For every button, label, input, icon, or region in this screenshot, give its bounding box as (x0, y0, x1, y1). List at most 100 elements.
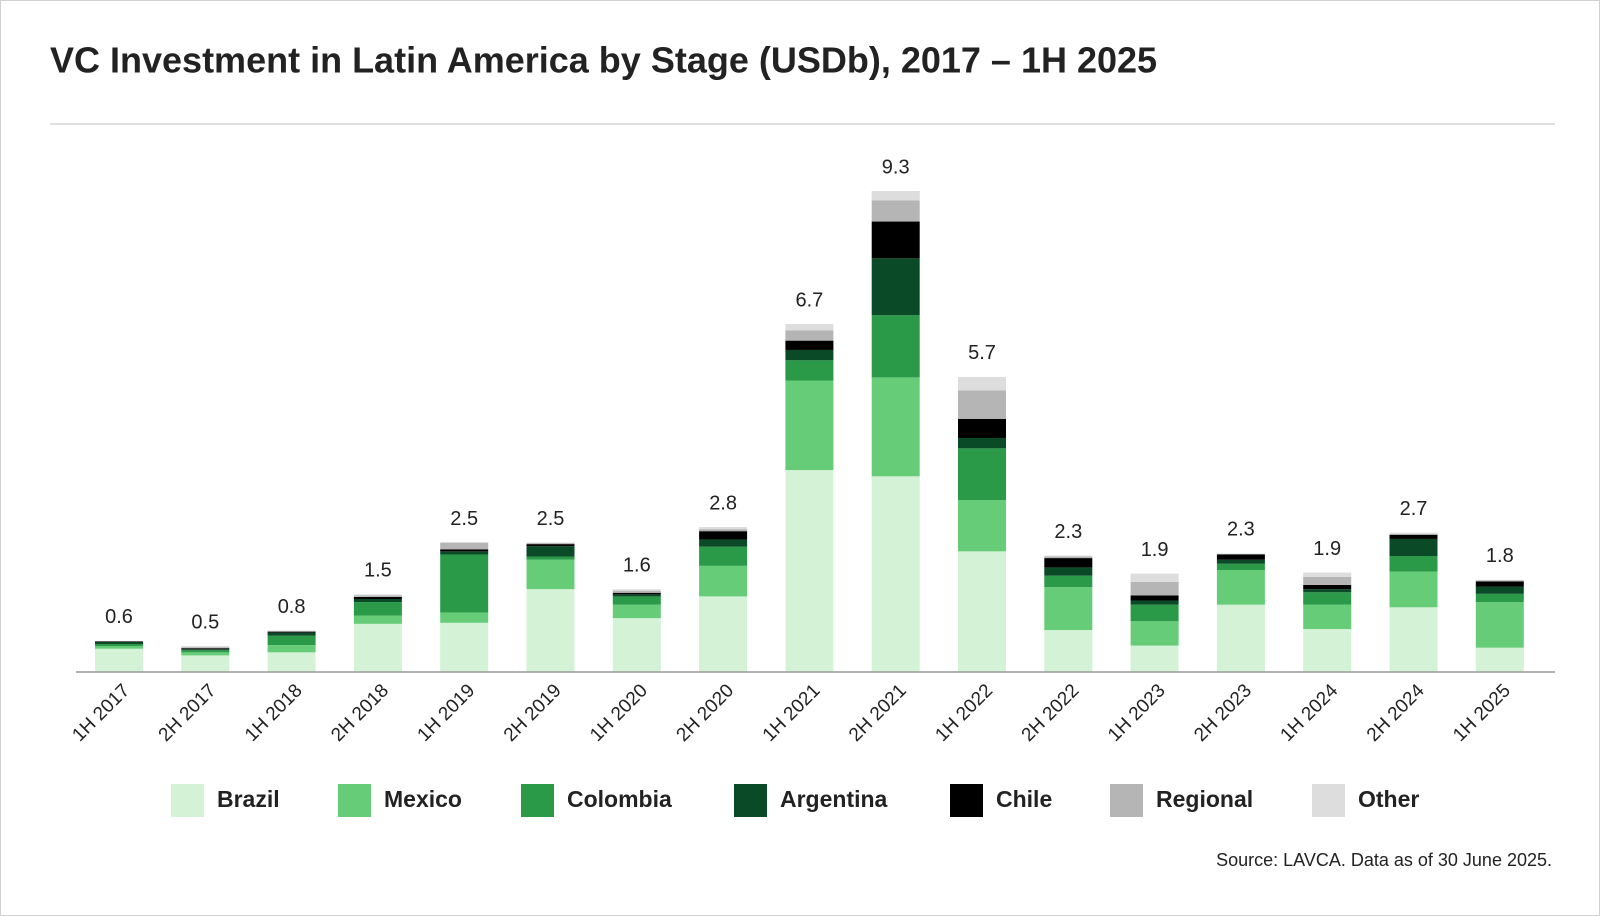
bar-segment (267, 630, 316, 632)
bar-segment (1475, 580, 1524, 582)
bar-segment (526, 589, 575, 672)
legend-swatch (171, 784, 204, 817)
bar-segment (1389, 607, 1438, 672)
bar-segment (1475, 586, 1524, 594)
bar-segment (958, 500, 1006, 552)
bar-segment (95, 646, 143, 649)
legend-label: Colombia (567, 786, 672, 812)
bar-segment (353, 596, 402, 599)
legend-swatch (521, 784, 554, 817)
bar-segment (1303, 604, 1352, 630)
bar-segment (1303, 576, 1352, 586)
bar-segment (1130, 621, 1179, 646)
bar-segment (440, 612, 489, 623)
bar-segment (1389, 534, 1438, 539)
bar-segment (1044, 556, 1093, 559)
bar-segment (526, 556, 575, 560)
bar-segment (958, 376, 1006, 391)
legend-label: Regional (1156, 786, 1253, 812)
bar-segment (699, 527, 748, 530)
bar-segment (181, 648, 230, 650)
bar-segment (1044, 587, 1093, 631)
bar-segment (958, 437, 1006, 449)
bar-segment (1389, 533, 1438, 535)
bar-segment (699, 529, 748, 532)
bar-segment (1130, 573, 1179, 582)
total-label: 2.8 (709, 492, 737, 514)
total-label: 0.6 (105, 606, 133, 628)
bar-segment (1475, 593, 1524, 603)
bar-segment (526, 544, 575, 547)
total-label: 2.5 (537, 508, 565, 530)
bar-segment (181, 655, 230, 672)
bar-segment (1130, 581, 1179, 596)
bar-segment (1130, 604, 1179, 622)
bar-segment (958, 551, 1006, 672)
total-label: 5.7 (968, 342, 996, 364)
bar-segment (958, 418, 1006, 438)
total-label: 0.5 (191, 611, 219, 633)
bar-segment (785, 349, 834, 361)
bar-segment (1044, 567, 1093, 576)
bar-segment (526, 546, 575, 557)
bar-segment (267, 635, 316, 646)
bar-segment (785, 340, 834, 350)
bar-segment (1389, 532, 1438, 534)
bar-segment (1216, 554, 1265, 560)
chart-title: VC Investment in Latin America by Stage … (50, 40, 1157, 81)
bar-segment (353, 598, 402, 603)
bar-segment (267, 631, 316, 632)
legend-label: Chile (996, 786, 1052, 812)
bar-segment (1475, 581, 1524, 587)
total-label: 2.3 (1227, 519, 1255, 541)
bar-segment (181, 647, 230, 649)
bar-segment (1303, 585, 1352, 590)
bar-segment (612, 596, 661, 605)
legend-label: Brazil (217, 786, 280, 812)
bar-segment (440, 551, 489, 555)
bar-segment (1303, 629, 1352, 672)
bar-segment (612, 594, 661, 597)
bar-segment (871, 221, 920, 259)
bar-segment (612, 604, 661, 619)
bar-segment (1044, 575, 1093, 588)
bar-segment (958, 448, 1006, 501)
total-label: 2.3 (1054, 521, 1082, 543)
bar-segment (526, 559, 575, 590)
bar-segment (1475, 647, 1524, 672)
bar-segment (1389, 538, 1438, 557)
bar-segment (958, 390, 1006, 419)
bar-segment (785, 330, 834, 341)
total-label: 6.7 (795, 289, 823, 311)
bar-segment (612, 618, 661, 672)
bar-segment (1303, 592, 1352, 605)
bar-segment (526, 542, 575, 544)
bar-segment (353, 594, 402, 596)
bar-segment (699, 596, 748, 672)
bar-segment (353, 602, 402, 616)
bar-segment (353, 623, 402, 672)
bar-segment (267, 631, 316, 633)
legend-swatch (734, 784, 767, 817)
bar-segment (785, 324, 834, 331)
total-label: 1.6 (623, 554, 651, 576)
total-label: 9.3 (882, 156, 910, 178)
bar-segment (785, 380, 834, 471)
legend-swatch (1312, 784, 1345, 817)
bar-segment (1044, 630, 1093, 672)
bar-segment (440, 549, 489, 552)
bar-segment (1216, 553, 1265, 555)
bar-segment (95, 641, 143, 642)
bar-segment (1475, 579, 1524, 581)
bar-segment (181, 650, 230, 653)
bar-segment (612, 589, 661, 591)
bar-segment (1130, 595, 1179, 601)
total-label: 1.9 (1313, 538, 1341, 560)
bar-segment (1130, 600, 1179, 605)
bar-segment (612, 592, 661, 595)
bar-segment (1389, 571, 1438, 608)
bar-segment (1044, 558, 1093, 568)
bar-segment (699, 546, 748, 566)
bar-segment (526, 543, 575, 545)
